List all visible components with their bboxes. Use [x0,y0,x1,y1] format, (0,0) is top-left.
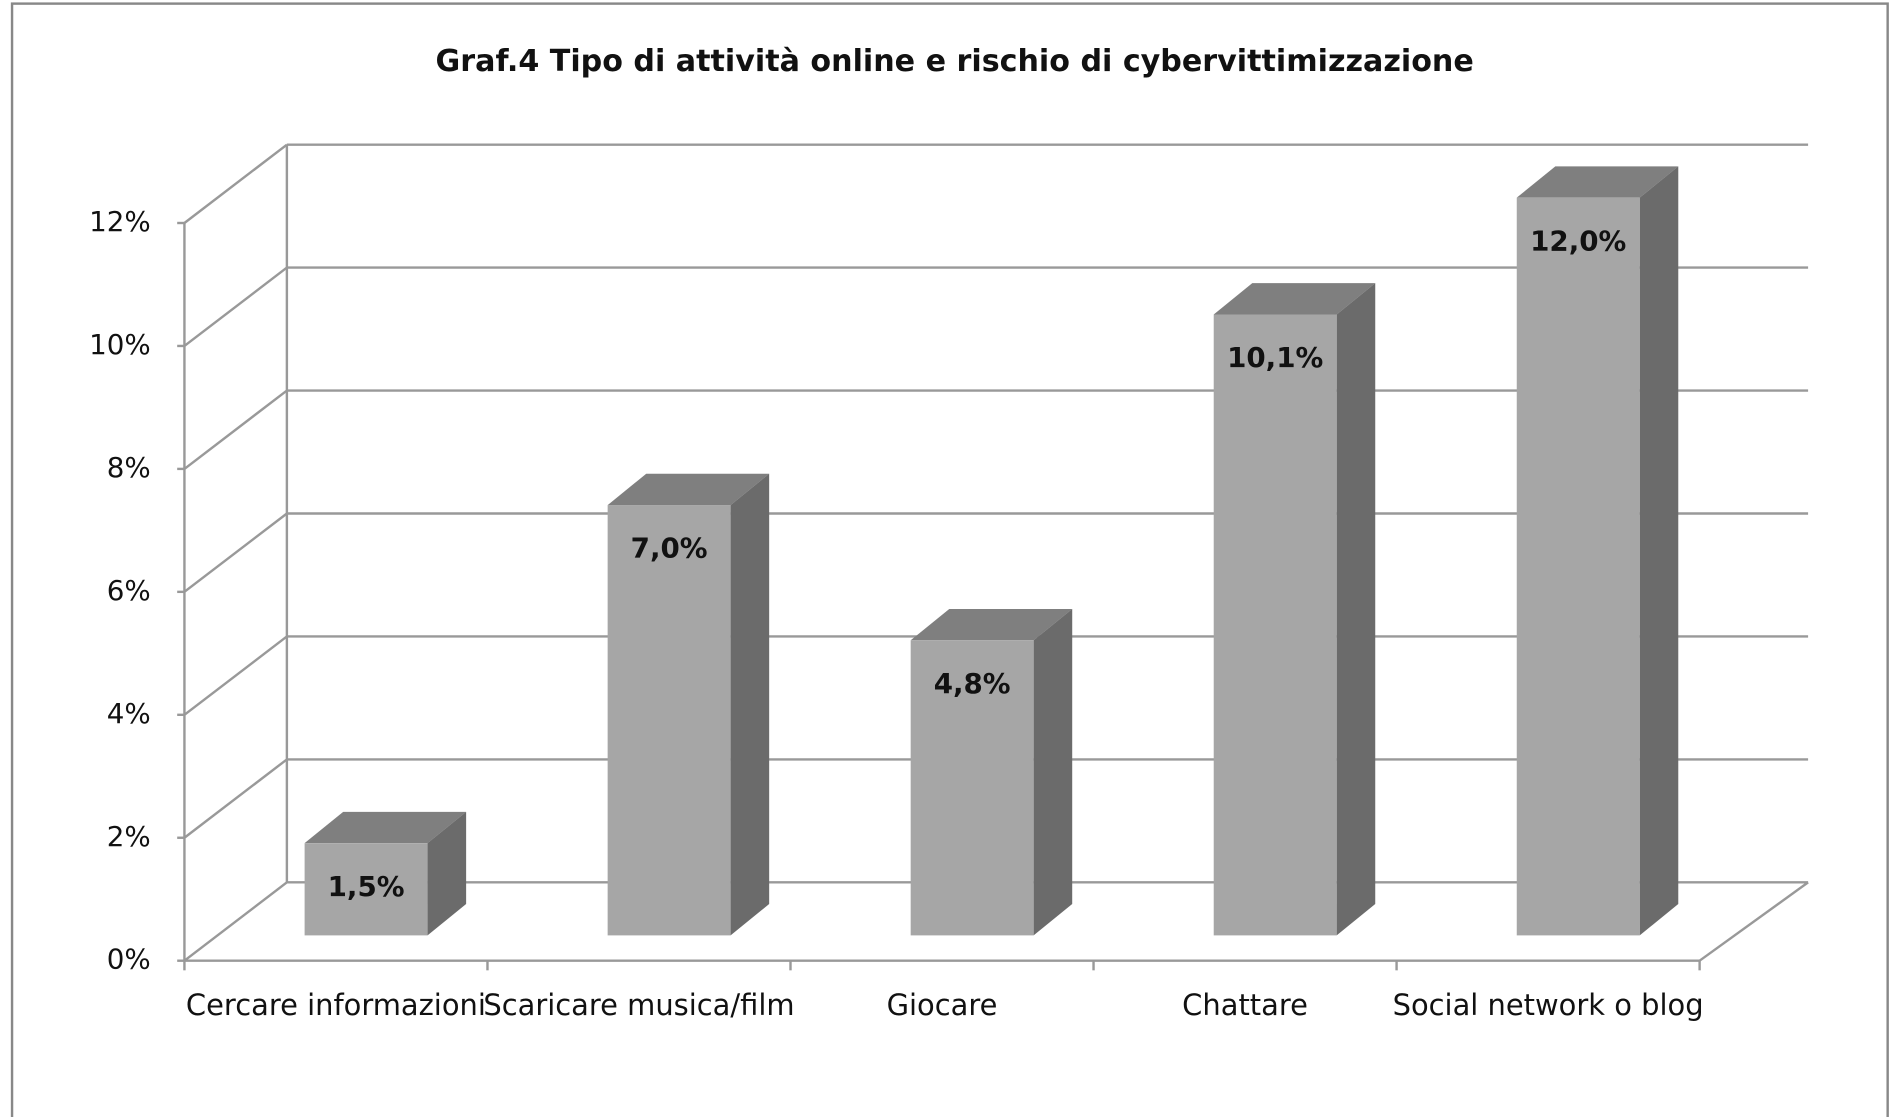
y-tick-label: 6% [107,574,151,607]
bar [304,843,428,936]
x-label-box: Giocare [886,988,998,1023]
bar [910,640,1034,936]
chart-area: Graf.4 Tipo di attività online e rischio… [10,2,1889,1117]
bar-top [1213,283,1376,315]
bar [1516,197,1640,936]
x-tick-label: Social network o blog [1392,988,1704,1023]
bar [607,505,731,936]
grid-line [183,266,288,347]
y-tick-label: 10% [89,328,151,361]
y-tick-label: 4% [107,697,151,730]
x-tick-label: Giocare [886,988,998,1023]
value-label: 10,1% [1227,341,1323,374]
chart-border [10,2,1889,1117]
grid-line [183,512,288,593]
grid-line [183,143,288,224]
bar-top [607,473,770,506]
x-label-box: Social network o blog [1392,988,1704,1023]
bar-side [1336,283,1376,936]
value-label: 4,8% [934,667,1011,700]
grid-line [183,881,288,962]
grid-line [183,635,288,716]
value-label: 12,0% [1530,224,1626,257]
x-tick-label: Chattare [1182,988,1308,1023]
grid-line [183,389,288,470]
y-tick-label: 8% [107,451,151,484]
bar-side [730,473,770,936]
x-tick-label: Scaricare musica/film [483,988,795,1023]
bar [1213,314,1337,936]
y-tick-label: 0% [107,943,151,976]
x-label-box: Scaricare musica/film [483,988,795,1023]
bar-side [1639,166,1679,936]
bar-top [1516,166,1679,198]
x-label-box: Cercare informazioni [185,988,486,1023]
value-label: 7,0% [631,532,708,565]
chart-title: Graf.4 Tipo di attività online e rischio… [436,44,1474,79]
x-label-box: Chattare [1182,988,1308,1023]
value-label: 1,5% [328,870,405,903]
bar-top [304,811,467,844]
bar-side [1033,608,1073,936]
grid-line [183,758,288,839]
bar-side [427,811,467,936]
x-tick-label: Cercare informazioni [185,988,486,1023]
y-tick-label: 2% [107,820,151,853]
bar-top [910,608,1073,641]
y-tick-label: 12% [89,205,151,238]
floor-right [1698,881,1809,962]
